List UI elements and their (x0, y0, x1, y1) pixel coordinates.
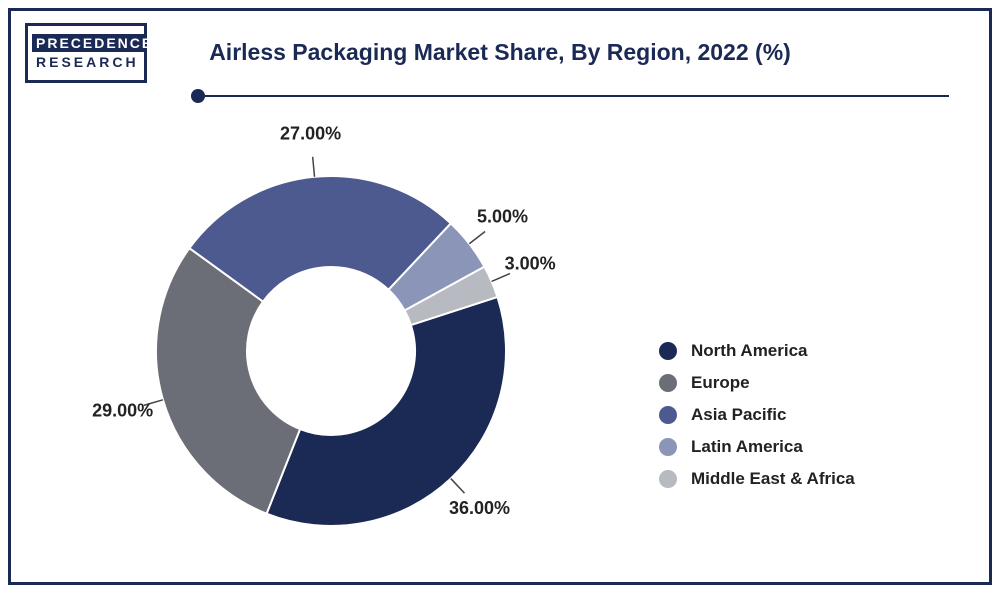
slice-label-0: 36.00% (449, 498, 510, 518)
donut-hole (248, 268, 414, 434)
legend-swatch-2 (659, 406, 677, 424)
legend-label-2: Asia Pacific (691, 405, 786, 425)
legend-row-0: North America (659, 341, 929, 361)
legend-swatch-3 (659, 438, 677, 456)
legend-swatch-0 (659, 342, 677, 360)
slice-label-2: 27.00% (280, 124, 341, 144)
slice-leader-0 (451, 479, 465, 494)
legend-swatch-1 (659, 374, 677, 392)
title-rule (191, 89, 949, 103)
slice-leader-2 (313, 157, 315, 177)
legend-row-1: Europe (659, 373, 929, 393)
chart-title: Airless Packaging Market Share, By Regio… (11, 39, 989, 66)
legend-label-4: Middle East & Africa (691, 469, 855, 489)
legend-label-1: Europe (691, 373, 750, 393)
slice-leader-3 (469, 231, 485, 243)
legend-swatch-4 (659, 470, 677, 488)
legend-label-0: North America (691, 341, 808, 361)
legend-label-3: Latin America (691, 437, 803, 457)
rule-line (198, 95, 949, 97)
legend-row-3: Latin America (659, 437, 929, 457)
legend: North America Europe Asia Pacific Latin Ame… (659, 341, 929, 501)
donut-chart: 36.00% 29.00% 27.00% 5.00% 3.00% (71, 121, 591, 561)
slice-label-3: 5.00% (477, 207, 528, 227)
donut-svg: 36.00% 29.00% 27.00% 5.00% 3.00% (71, 121, 591, 561)
outer-frame: PRECEDENCE RESEARCH Airless Packaging Ma… (8, 8, 992, 585)
legend-row-4: Middle East & Africa (659, 469, 929, 489)
slice-label-4: 3.00% (505, 254, 556, 274)
slice-leader-4 (492, 274, 510, 282)
slice-label-1: 29.00% (92, 400, 153, 420)
legend-row-2: Asia Pacific (659, 405, 929, 425)
